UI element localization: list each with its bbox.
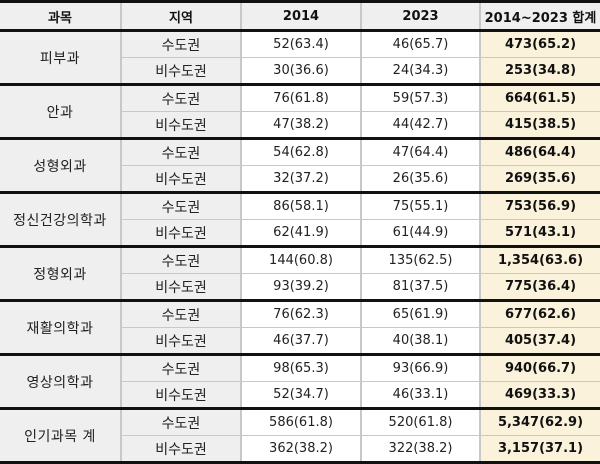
total-cell: 3,157(37.1) bbox=[479, 435, 600, 463]
table-row: 재활의학과 수도권 76(62.3) 65(61.9) 677(62.6) bbox=[0, 299, 600, 355]
value-2014-cell: 586(61.8) bbox=[240, 407, 361, 436]
value-2023-cell: 46(33.1) bbox=[360, 381, 480, 409]
table-row: 비수도권 52(34.7) 46(33.1) 469(33.3) bbox=[0, 381, 600, 409]
table-row: 비수도권 46(37.7) 40(38.1) 405(37.4) bbox=[0, 327, 600, 355]
region-cell: 수도권 bbox=[120, 299, 241, 328]
table-row: 비수도권 62(41.9) 61(44.9) 571(43.1) bbox=[0, 219, 600, 247]
total-cell: 571(43.1) bbox=[479, 219, 600, 247]
value-2014-cell: 98(65.3) bbox=[240, 353, 361, 382]
subject-cell: 안과 bbox=[0, 83, 121, 139]
subject-cell: 정형외과 bbox=[0, 245, 121, 301]
value-2023-cell: 61(44.9) bbox=[360, 219, 480, 247]
region-cell: 수도권 bbox=[120, 30, 241, 58]
region-cell: 비수도권 bbox=[120, 111, 241, 139]
region-cell: 수도권 bbox=[120, 137, 241, 166]
region-cell: 수도권 bbox=[120, 245, 241, 274]
total-cell: 5,347(62.9) bbox=[479, 407, 600, 436]
table-row: 정신건강의학과 수도권 86(58.1) 75(55.1) 753(56.9) bbox=[0, 191, 600, 247]
header-subject: 과목 bbox=[0, 1, 121, 32]
total-cell: 269(35.6) bbox=[479, 165, 600, 193]
region-cell: 비수도권 bbox=[120, 327, 241, 355]
value-2023-cell: 40(38.1) bbox=[360, 327, 480, 355]
value-2014-cell: 46(37.7) bbox=[240, 327, 361, 355]
table-row: 피부과 수도권 52(63.4) 46(65.7) 473(65.2) bbox=[0, 30, 600, 85]
table-row: 안과 수도권 76(61.8) 59(57.3) 664(61.5) bbox=[0, 83, 600, 139]
header-row: 과목 지역 2014 2023 2014~2023 합계 bbox=[0, 1, 600, 32]
value-2014-cell: 54(62.8) bbox=[240, 137, 361, 166]
region-cell: 비수도권 bbox=[120, 165, 241, 193]
value-2023-cell: 135(62.5) bbox=[360, 245, 480, 274]
value-2014-cell: 52(34.7) bbox=[240, 381, 361, 409]
value-2014-cell: 76(62.3) bbox=[240, 299, 361, 328]
value-2023-cell: 75(55.1) bbox=[360, 191, 480, 220]
table-row: 비수도권 362(38.2) 322(38.2) 3,157(37.1) bbox=[0, 435, 600, 463]
subject-cell: 인기과목 계 bbox=[0, 407, 121, 463]
value-2023-cell: 46(65.7) bbox=[360, 30, 480, 58]
header-2014: 2014 bbox=[240, 1, 361, 32]
table-row: 비수도권 30(36.6) 24(34.3) 253(34.8) bbox=[0, 57, 600, 85]
total-cell: 405(37.4) bbox=[479, 327, 600, 355]
region-cell: 비수도권 bbox=[120, 381, 241, 409]
value-2023-cell: 81(37.5) bbox=[360, 273, 480, 301]
total-cell: 664(61.5) bbox=[479, 83, 600, 112]
table-row: 비수도권 47(38.2) 44(42.7) 415(38.5) bbox=[0, 111, 600, 139]
value-2014-cell: 362(38.2) bbox=[240, 435, 361, 463]
header-region: 지역 bbox=[120, 1, 241, 32]
region-cell: 비수도권 bbox=[120, 273, 241, 301]
value-2023-cell: 59(57.3) bbox=[360, 83, 480, 112]
region-cell: 비수도권 bbox=[120, 219, 241, 247]
value-2014-cell: 76(61.8) bbox=[240, 83, 361, 112]
table-row: 비수도권 32(37.2) 26(35.6) 269(35.6) bbox=[0, 165, 600, 193]
total-cell: 486(64.4) bbox=[479, 137, 600, 166]
value-2023-cell: 24(34.3) bbox=[360, 57, 480, 85]
total-cell: 469(33.3) bbox=[479, 381, 600, 409]
header-2023: 2023 bbox=[360, 1, 480, 32]
total-cell: 775(36.4) bbox=[479, 273, 600, 301]
total-cell: 253(34.8) bbox=[479, 57, 600, 85]
region-cell: 수도권 bbox=[120, 191, 241, 220]
header-total: 2014~2023 합계 bbox=[479, 1, 600, 32]
table-row: 성형외과 수도권 54(62.8) 47(64.4) 486(64.4) bbox=[0, 137, 600, 193]
subject-cell: 영상의학과 bbox=[0, 353, 121, 409]
region-cell: 수도권 bbox=[120, 407, 241, 436]
table-row: 비수도권 93(39.2) 81(37.5) 775(36.4) bbox=[0, 273, 600, 301]
value-2014-cell: 144(60.8) bbox=[240, 245, 361, 274]
value-2014-cell: 52(63.4) bbox=[240, 30, 361, 58]
value-2014-cell: 30(36.6) bbox=[240, 57, 361, 85]
subject-cell: 피부과 bbox=[0, 30, 121, 85]
value-2023-cell: 93(66.9) bbox=[360, 353, 480, 382]
value-2014-cell: 32(37.2) bbox=[240, 165, 361, 193]
region-cell: 수도권 bbox=[120, 353, 241, 382]
subject-cell: 정신건강의학과 bbox=[0, 191, 121, 247]
value-2023-cell: 65(61.9) bbox=[360, 299, 480, 328]
value-2023-cell: 44(42.7) bbox=[360, 111, 480, 139]
table-row: 인기과목 계 수도권 586(61.8) 520(61.8) 5,347(62.… bbox=[0, 407, 600, 463]
subject-cell: 성형외과 bbox=[0, 137, 121, 193]
total-cell: 1,354(63.6) bbox=[479, 245, 600, 274]
value-2014-cell: 93(39.2) bbox=[240, 273, 361, 301]
value-2023-cell: 26(35.6) bbox=[360, 165, 480, 193]
total-cell: 473(65.2) bbox=[479, 30, 600, 58]
total-cell: 415(38.5) bbox=[479, 111, 600, 139]
region-cell: 비수도권 bbox=[120, 57, 241, 85]
region-cell: 비수도권 bbox=[120, 435, 241, 463]
region-cell: 수도권 bbox=[120, 83, 241, 112]
value-2023-cell: 322(38.2) bbox=[360, 435, 480, 463]
total-cell: 677(62.6) bbox=[479, 299, 600, 328]
value-2014-cell: 47(38.2) bbox=[240, 111, 361, 139]
table-row: 정형외과 수도권 144(60.8) 135(62.5) 1,354(63.6) bbox=[0, 245, 600, 301]
value-2014-cell: 86(58.1) bbox=[240, 191, 361, 220]
total-cell: 753(56.9) bbox=[479, 191, 600, 220]
value-2023-cell: 520(61.8) bbox=[360, 407, 480, 436]
subject-cell: 재활의학과 bbox=[0, 299, 121, 355]
table-row: 영상의학과 수도권 98(65.3) 93(66.9) 940(66.7) bbox=[0, 353, 600, 409]
total-cell: 940(66.7) bbox=[479, 353, 600, 382]
value-2014-cell: 62(41.9) bbox=[240, 219, 361, 247]
value-2023-cell: 47(64.4) bbox=[360, 137, 480, 166]
